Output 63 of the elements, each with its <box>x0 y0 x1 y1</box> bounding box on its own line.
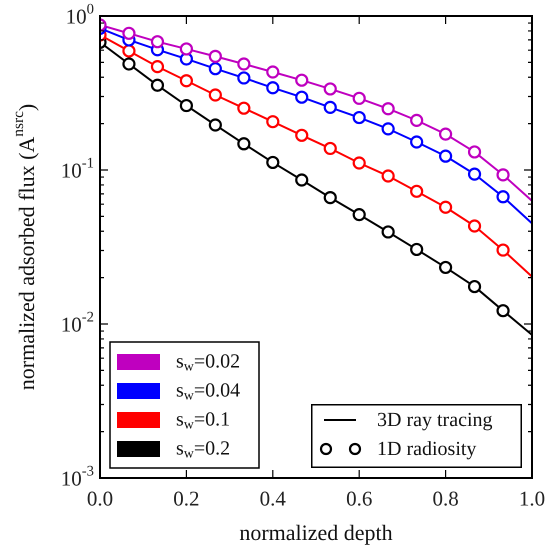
point <box>208 62 222 76</box>
point <box>208 118 222 132</box>
point <box>295 74 308 87</box>
point <box>439 150 452 163</box>
point <box>324 82 337 96</box>
point <box>468 145 482 159</box>
point <box>382 102 395 116</box>
point <box>496 168 510 182</box>
point <box>266 65 280 79</box>
point <box>295 90 308 104</box>
x-axis-title: normalized depth <box>239 520 393 545</box>
point <box>237 57 250 71</box>
x-tick-label: 0.6 <box>346 486 372 511</box>
point <box>468 168 482 181</box>
annotation: 3D ray tracing <box>377 408 493 433</box>
point <box>237 71 250 85</box>
x-tick-label: 0.4 <box>260 486 286 511</box>
point <box>237 137 250 150</box>
point <box>439 128 452 141</box>
point <box>439 260 452 274</box>
point <box>180 74 193 88</box>
point <box>382 225 395 239</box>
point <box>382 122 395 136</box>
x-tick-label: 1.0 <box>518 486 546 511</box>
point <box>410 135 424 149</box>
point <box>208 50 222 63</box>
point <box>410 184 424 198</box>
point <box>150 35 164 48</box>
annotation: 1D radiosity <box>377 437 476 462</box>
point <box>324 100 337 114</box>
point <box>324 142 337 156</box>
point <box>410 242 424 256</box>
point <box>180 98 193 112</box>
point <box>237 102 250 115</box>
point <box>266 156 280 170</box>
point <box>122 44 136 58</box>
point <box>266 115 280 128</box>
point <box>468 280 482 294</box>
x-tick-label: 0.2 <box>173 486 200 511</box>
x-tick-label: 0.0 <box>86 486 114 511</box>
point <box>150 60 164 74</box>
point <box>150 78 164 92</box>
point <box>410 114 424 127</box>
point <box>122 26 136 40</box>
point <box>352 156 366 170</box>
point <box>352 208 366 222</box>
point <box>324 190 337 204</box>
point <box>496 304 510 318</box>
y-axis-title: normalized adsorbed flux (Ansrc) <box>10 104 39 390</box>
point <box>208 88 222 102</box>
point <box>439 200 452 214</box>
point <box>352 110 366 124</box>
point <box>468 219 482 233</box>
x-tick-label: 0.8 <box>432 486 459 511</box>
point <box>295 173 308 187</box>
point <box>496 243 510 257</box>
point <box>352 92 366 105</box>
point <box>122 57 136 71</box>
point <box>266 81 280 94</box>
point <box>382 169 395 183</box>
point <box>180 42 193 56</box>
point <box>496 190 510 204</box>
point <box>295 128 308 142</box>
